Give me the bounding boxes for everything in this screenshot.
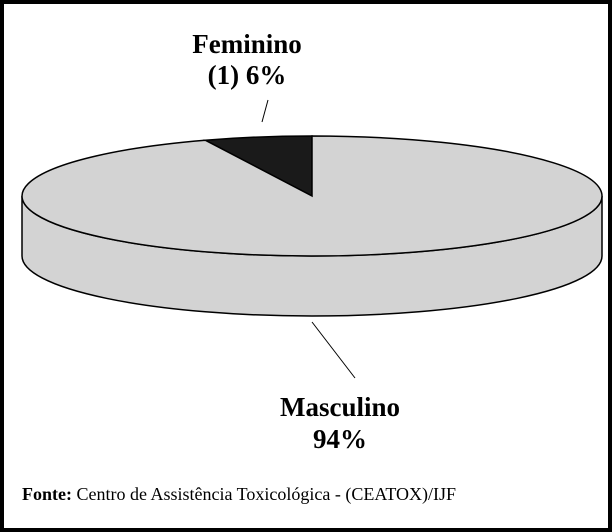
category-label: Feminino xyxy=(192,29,302,59)
source: Fonte: Centro de Assistência Toxicológic… xyxy=(22,484,456,505)
category-label: Masculino xyxy=(280,392,400,422)
source-text: Centro de Assistência Toxicológica - (CE… xyxy=(76,484,456,505)
leader-line xyxy=(311,321,356,379)
value-label: 94% xyxy=(313,424,367,454)
leader-line xyxy=(261,99,269,123)
value-label: (1) 6% xyxy=(208,60,287,90)
pie-slice xyxy=(21,135,603,257)
pie xyxy=(21,99,603,379)
source-label: Fonte: xyxy=(22,484,72,504)
